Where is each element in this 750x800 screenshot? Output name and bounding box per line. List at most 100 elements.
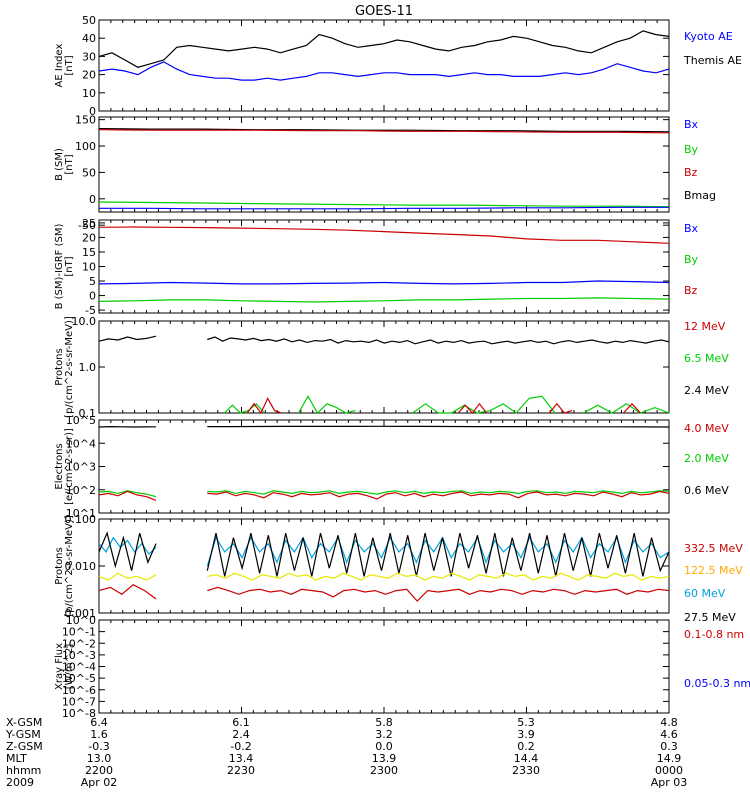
- x-table-value: 2200: [85, 764, 113, 777]
- y-tick-label: 10: [82, 87, 96, 100]
- legend-label: Bz: [684, 166, 698, 179]
- series-line-6-5-mev: [583, 403, 670, 414]
- panel-frame: [98, 219, 670, 314]
- y-tick-label: 0.100: [65, 513, 97, 526]
- series-line-6-5-mev: [223, 402, 265, 414]
- y-tick-label: 30: [82, 50, 96, 63]
- legend-label: 2.0 MeV: [684, 452, 729, 465]
- x-table-value: 6.4: [90, 716, 108, 729]
- series-line-60-mev: [206, 536, 670, 567]
- y-tick-label: 10^-4: [62, 661, 96, 674]
- series-line-bx: [99, 206, 669, 210]
- x-table-value: 2330: [512, 764, 540, 777]
- x-table-value: 13.9: [372, 752, 397, 765]
- y-tick-label: 10^-5: [62, 672, 96, 685]
- series-line-bmag: [98, 128, 670, 133]
- legend-label: By: [684, 253, 699, 266]
- series-line-12-mev: [622, 402, 641, 414]
- legend-label: Themis AE: [683, 54, 742, 67]
- series-line-332-5-mev: [98, 583, 157, 600]
- x-table-value: 0000: [655, 764, 683, 777]
- y-tick-label: 10^0: [66, 614, 96, 627]
- y-axis-label: [e/(cm^2-s-sr)]: [64, 428, 75, 505]
- series-line-27-5-mev: [98, 531, 157, 571]
- x-table-value: 2300: [370, 764, 398, 777]
- y-axis-label: B (SM): [54, 148, 65, 181]
- series-line-bz: [98, 129, 670, 134]
- y-tick-label: 10^-3: [62, 649, 96, 662]
- x-table-value: 5.8: [375, 716, 393, 729]
- series-line-122-5-mev: [207, 572, 670, 581]
- series-line-12-mev: [457, 402, 488, 414]
- x-table-value: 0.0: [375, 740, 393, 753]
- y-tick-label: 0.001: [65, 607, 97, 620]
- series-line-0-6-mev: [207, 425, 670, 428]
- panel-frame: [98, 320, 670, 414]
- legend-label: Kyoto AE: [684, 30, 733, 43]
- legend-label: 0.1-0.8 nm: [684, 628, 744, 641]
- x-table-row-label: Z-GSM: [6, 740, 43, 753]
- y-tick-label: 10^-8: [62, 707, 96, 720]
- series-line-4-0-mev: [98, 490, 157, 501]
- series-line-kyoto-ae: [98, 61, 670, 81]
- panel-frame: [98, 19, 670, 112]
- y-tick-label: 0.010: [65, 560, 97, 573]
- y-tick-label: 100: [75, 140, 96, 153]
- x-table-value: 4.8: [660, 716, 678, 729]
- x-table-value: 2.4: [232, 728, 250, 741]
- y-tick-label: 25: [82, 217, 96, 230]
- series-line-332-5-mev: [207, 586, 670, 602]
- y-tick-label: -5: [85, 304, 96, 317]
- series-line-12-mev: [246, 397, 282, 415]
- panel-2: 150 100 50 0 -50 B (SM) [nT] Bx By Bz Bmag: [54, 114, 716, 233]
- series-line-6-5-mev: [412, 395, 556, 414]
- x-table-row-label: MLT: [6, 752, 27, 765]
- x-table-value: 0.2: [517, 740, 535, 753]
- y-tick-label: 40: [82, 32, 96, 45]
- panel-frame: [98, 419, 670, 514]
- series-line-4-0-mev: [207, 490, 670, 500]
- y-axis-label: [nT]: [64, 256, 75, 276]
- y-tick-label: 10.0: [72, 315, 97, 328]
- y-tick-label: 10^1: [66, 507, 96, 520]
- y-tick-label: 20: [82, 69, 96, 82]
- y-tick-label: 20: [82, 231, 96, 244]
- series-line-bz: [98, 226, 670, 244]
- legend-label: 2.4 MeV: [684, 384, 729, 397]
- legend-label: 4.0 MeV: [684, 422, 729, 435]
- x-table-row-label: Y-GSM: [5, 728, 41, 741]
- x-table-value: 13.4: [229, 752, 254, 765]
- y-axis-label: [nT]: [64, 55, 75, 75]
- panel-4: 10.0 1.0 0.1 Protons [p/(cm^2-s-sr-MeV)] 12 M…: [54, 315, 729, 420]
- legend-label: 332.5 MeV: [684, 542, 743, 555]
- series-line-27-5-mev: [206, 532, 670, 577]
- y-axis-label: [W/m^2]: [64, 644, 75, 690]
- y-tick-label: 150: [75, 114, 96, 127]
- series-line-by: [98, 201, 670, 208]
- legend-label: 0.6 MeV: [684, 484, 729, 497]
- y-axis-label: [p/(cm^2-s-sr-MeV)]: [64, 515, 75, 617]
- panel-7: 10^010^-110^-210^-310^-410^-510^-610^-71…: [54, 614, 750, 720]
- panel-6: 0.100 0.010 0.001 Protons [p/(cm^2-s-sr-MeV)…: [54, 513, 743, 624]
- x-table-value: 13.0: [87, 752, 112, 765]
- series-line-by: [98, 297, 670, 303]
- y-axis-label: [p/(cm^2-s-sr-MeV)]: [64, 316, 75, 418]
- x-table-row-label: hhmm: [6, 764, 41, 777]
- series-line-bx: [98, 280, 670, 285]
- x-table-value: Apr 03: [651, 776, 688, 789]
- x-table-value: -0.2: [230, 740, 251, 753]
- legend-label: 0.05-0.3 nm: [684, 677, 750, 690]
- y-tick-label: 0: [89, 290, 96, 303]
- x-table-value: 3.9: [517, 728, 535, 741]
- legend-label: Bx: [684, 118, 699, 131]
- plot-title: GOES-11: [355, 4, 413, 19]
- y-tick-label: 10^-1: [62, 626, 96, 639]
- x-table-value: 14.4: [514, 752, 539, 765]
- legend-label: 6.5 MeV: [684, 352, 729, 365]
- x-table-value: 6.1: [232, 716, 250, 729]
- panel-frame: [98, 619, 670, 714]
- series-line-60-mev: [98, 536, 157, 555]
- y-tick-label: 10^3: [66, 461, 96, 474]
- legend-label: Bx: [684, 222, 699, 235]
- x-table-value: 1.6: [90, 728, 108, 741]
